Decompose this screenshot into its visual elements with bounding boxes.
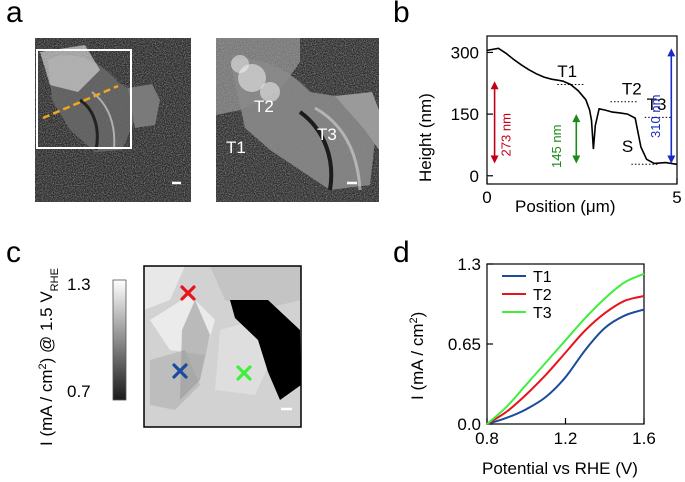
ytick-label-b: 0 [470, 167, 479, 186]
y-axis-label-d: I (mA / cm2) [408, 312, 427, 400]
marker-t1 [172, 363, 188, 379]
xtick-label-d: 1.6 [632, 429, 656, 448]
region-label-t3: T3 [317, 125, 337, 144]
iv-curves [486, 272, 645, 425]
panel-c-letter: c [6, 236, 21, 269]
axis-ticks-d: 0.0 0.65 1.3 0.8 1.2 1.6 [448, 255, 656, 448]
ytick-label-b: 150 [451, 105, 479, 124]
arrow-head [572, 155, 581, 164]
plot-frame-d [486, 263, 645, 425]
chart-b: 0 150 300 0 5 T1 T2 T3 S 273 nm 145 nm 310 nm [451, 35, 682, 207]
region-label-t2: T2 [254, 97, 274, 116]
series-line-t3 [486, 272, 645, 425]
y-axis-label-b: Height (nm) [416, 93, 435, 182]
height-arrow-label: 273 nm [499, 113, 514, 156]
xtick-label-d: 0.8 [475, 429, 499, 448]
panel-a-letter: a [6, 0, 23, 29]
axis-ticks-b: 0 150 300 0 5 [451, 43, 682, 207]
profile-annotations: T1 T2 T3 S 273 nm 145 nm 310 nm [490, 48, 676, 168]
x-axis-label-b: Position (μm) [515, 197, 615, 216]
ytick-label-d: 0.0 [457, 415, 481, 434]
zoom-region-box [36, 49, 132, 149]
xtick-label-b: 5 [672, 188, 681, 207]
series-line-t1 [486, 308, 645, 425]
x-axis-label-d: Potential vs RHE (V) [482, 459, 638, 478]
ytick-label-d: 1.3 [457, 255, 481, 274]
height-arrow-label: 310 nm [648, 95, 663, 138]
arrow-head [667, 155, 676, 164]
region-label-t1: T1 [226, 138, 246, 157]
arrow-head [667, 48, 676, 57]
afm-image-zoom [216, 38, 379, 202]
ytick-label-d: 0.65 [448, 335, 481, 354]
level-label-t2: T2 [622, 79, 642, 98]
colorbar [112, 279, 127, 401]
y-axis-label-c: I (mA / cm2) @ 1.5 VRHE [37, 268, 61, 446]
line-profile [42, 84, 119, 120]
arrow-head [490, 155, 499, 164]
panel-b-letter: b [393, 0, 410, 29]
level-label-s: S [622, 137, 633, 156]
current-map [143, 265, 302, 428]
marker-t3 [236, 365, 252, 381]
legend-label-t3: T3 [533, 305, 552, 322]
map-markers [172, 285, 252, 381]
xtick-label-d: 1.2 [554, 429, 578, 448]
legend-label-t1: T1 [533, 269, 552, 286]
plot-frame-b [486, 35, 678, 185]
level-label-t3: T3 [647, 95, 667, 114]
ytick-label-b: 300 [451, 43, 479, 62]
arrow-head [490, 81, 499, 90]
afm-image-overview [35, 38, 191, 202]
arrow-head [572, 114, 581, 123]
panel-d-letter: d [393, 236, 410, 269]
series-line-t2 [486, 295, 645, 425]
height-arrow-label: 145 nm [549, 125, 564, 168]
colorbar-min-label: 0.7 [67, 382, 91, 401]
level-label-t1: T1 [557, 62, 577, 81]
marker-t2 [180, 285, 196, 301]
colorbar-max-label: 1.3 [67, 275, 91, 294]
xtick-label-b: 0 [482, 188, 491, 207]
height-profile-line [486, 47, 678, 166]
legend-label-t2: T2 [533, 287, 552, 304]
